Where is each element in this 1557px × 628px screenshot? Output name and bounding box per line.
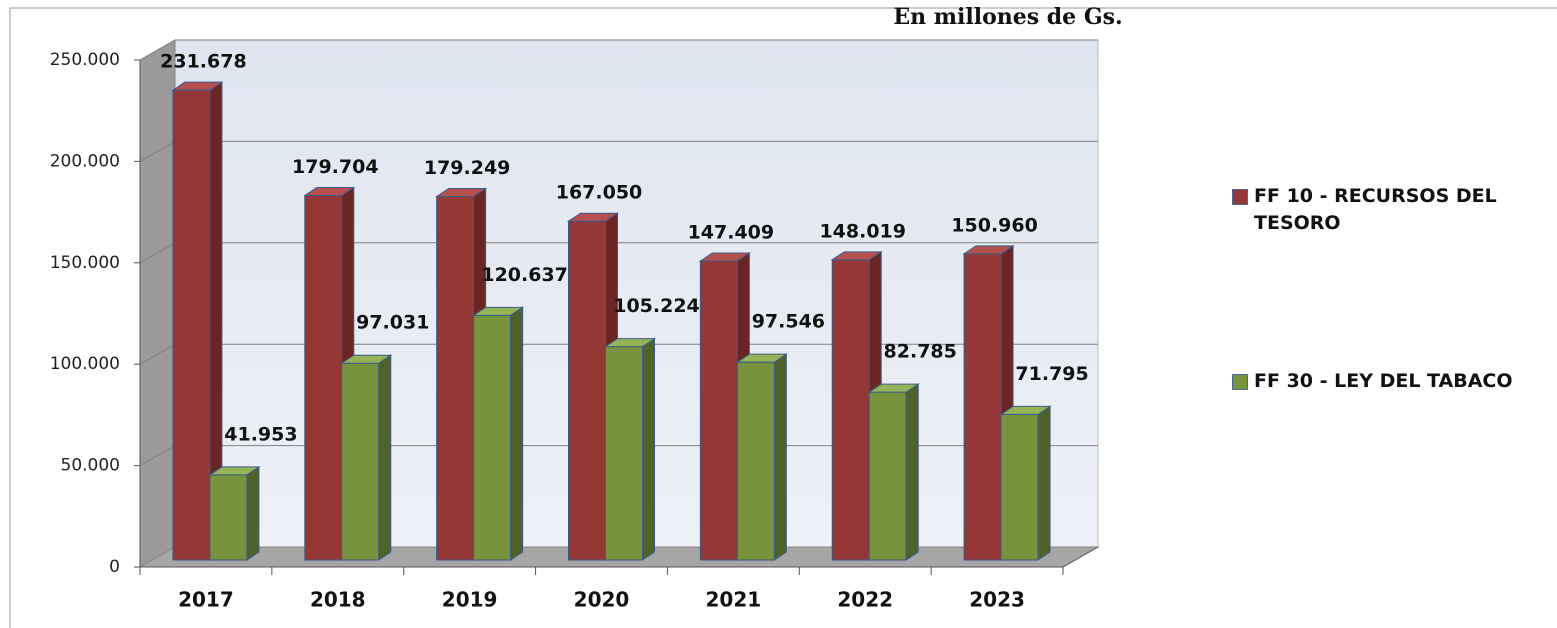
bar-front [209,474,248,561]
y-tick-label: 200.000 [50,151,120,171]
bar-front [436,195,475,561]
y-tick-label: 250.000 [50,50,120,70]
bar-front [963,253,1002,561]
data-label: 179.704 [292,156,379,178]
bar [171,81,224,561]
data-label: 97.546 [752,311,825,333]
bar-top [340,354,393,364]
bar-front [605,346,643,561]
bar-top [603,338,657,348]
bar [471,306,525,561]
bar-top [208,466,261,476]
side-wall [139,39,176,568]
grid-line-side [139,39,176,61]
bar-front [304,195,343,561]
grid-line-side [139,343,176,365]
legend-label: FF 10 - RECURSOS DEL TESORO [1254,185,1497,234]
bar-top [735,353,789,363]
data-label: 41.953 [224,423,297,445]
y-tick-label: 0 [109,557,120,577]
bar-top [962,245,1015,255]
bar-front [473,314,512,561]
y-tick-label: 150.000 [50,253,120,273]
bar-side [378,354,392,561]
data-label: 147.409 [688,222,775,244]
bar-front [341,362,380,561]
grid-line-side [139,445,176,467]
data-label: 97.031 [356,312,429,334]
bar-side [905,383,919,561]
bar [208,465,261,561]
legend-swatch [1232,189,1248,205]
x-axis-depth [1062,546,1099,568]
bar-front [831,259,870,561]
legend-label: FF 30 - LEY DEL TABACO [1254,370,1513,392]
x-tick-label: 2017 [178,588,234,612]
chart-title: En millones de Gs. [893,4,1122,30]
bar-side [246,465,260,561]
bar [735,353,789,561]
data-label: 120.637 [481,264,568,286]
bar-side [773,353,787,561]
data-label: 82.785 [884,341,957,363]
bar [867,383,920,561]
data-label: 71.795 [1015,363,1088,385]
bar-side [510,306,524,561]
bar [340,354,393,561]
legend-item: FF 30 - LEY DEL TABACO [1232,368,1542,395]
bar-side [1037,405,1051,561]
grid-line-side [139,140,176,162]
bar-top [303,187,356,197]
data-label: 179.249 [424,157,511,179]
data-label: 231.678 [160,51,247,73]
bar-front [1000,413,1039,561]
bar-front [868,391,907,561]
x-tick-label: 2021 [706,588,762,612]
data-label: 150.960 [951,214,1038,236]
bar-front [172,89,211,561]
bar-top [471,306,525,316]
bar-top [830,251,883,261]
bar-side [642,337,655,561]
x-tick-label: 2020 [574,588,630,612]
bar-front [736,361,775,561]
bar [603,337,657,561]
bar-top [566,212,620,222]
data-label: 148.019 [819,220,906,242]
bar-top [434,187,488,197]
bar [303,186,356,561]
y-tick-label: 100.000 [50,354,120,374]
bar-front [568,220,606,561]
data-label: 167.050 [556,182,643,204]
bar-top [867,383,920,393]
bar-top [171,81,224,91]
data-label: 105.224 [613,295,700,317]
x-tick-label: 2023 [969,588,1025,612]
x-tick-label: 2018 [310,588,366,612]
legend-item: FF 10 - RECURSOS DEL TESORO [1232,183,1542,237]
bar [999,405,1052,561]
bar-front [699,260,738,561]
x-tick-label: 2019 [442,588,498,612]
x-tick-label: 2022 [837,588,893,612]
grid-line-side [139,242,176,264]
legend-swatch [1232,374,1248,390]
bar-top [698,252,752,262]
chart-border [9,7,1557,628]
y-tick-label: 50.000 [61,456,120,476]
bar-top [999,405,1052,415]
